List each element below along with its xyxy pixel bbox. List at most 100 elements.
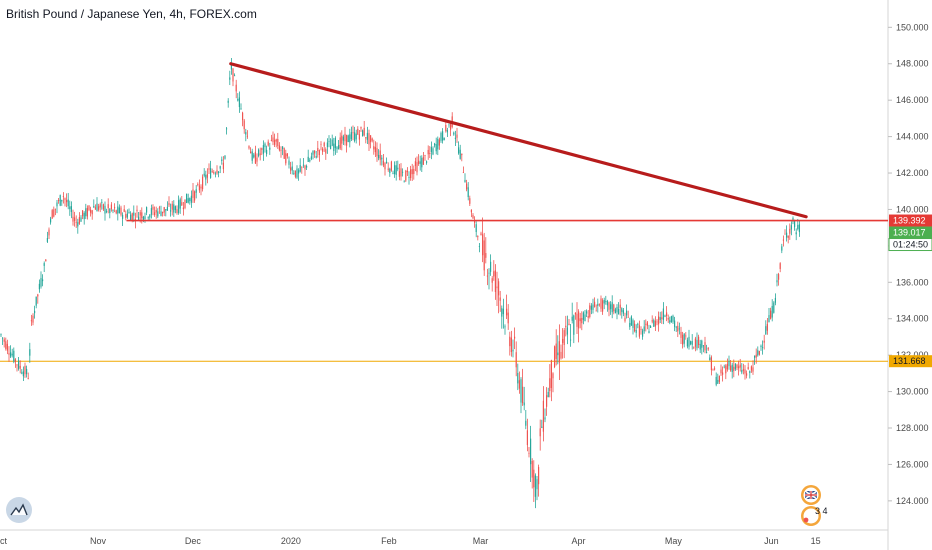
candle-body <box>110 204 112 210</box>
candle-body <box>8 353 10 355</box>
candle-body <box>766 324 768 331</box>
candle-body <box>699 343 701 350</box>
candle-body <box>384 163 386 170</box>
candle-body <box>691 341 693 345</box>
candle-body <box>709 357 711 361</box>
candle-body <box>680 332 682 338</box>
candle-body <box>363 127 365 136</box>
candle-body <box>717 379 719 384</box>
candle-body <box>330 145 332 150</box>
candle-body <box>597 303 599 307</box>
chart-badges[interactable]: 3 4 7 <box>798 484 835 528</box>
candle-body <box>304 165 306 170</box>
candle-body <box>560 351 562 359</box>
candle-body <box>221 159 223 161</box>
candle-body <box>461 153 463 156</box>
candle-body <box>509 336 511 347</box>
candle-body <box>581 317 583 324</box>
candle-body <box>56 202 58 207</box>
candle-body <box>707 347 709 350</box>
candle-body <box>677 325 679 332</box>
candle-body <box>470 209 472 213</box>
candle-body <box>165 209 167 211</box>
candle-body <box>82 210 84 217</box>
candle-body <box>142 216 144 220</box>
candle-body <box>531 460 533 478</box>
candle-body <box>638 325 640 337</box>
candle-body <box>416 162 418 173</box>
candle-body <box>243 120 245 130</box>
price-tag-label: 139.392 <box>893 216 926 226</box>
candle-body <box>66 200 68 203</box>
candle-body <box>694 338 696 347</box>
candle-body <box>653 320 655 327</box>
candle-body <box>178 200 180 213</box>
candle-body <box>314 150 316 154</box>
candle-body <box>459 149 461 159</box>
candle-body <box>208 168 210 170</box>
candle-body <box>589 305 591 317</box>
candle-body <box>533 469 535 488</box>
candle-body <box>797 224 799 229</box>
candle-body <box>758 351 760 355</box>
candle-body <box>517 372 519 384</box>
candle-body <box>611 302 613 313</box>
candle-body <box>506 308 508 316</box>
candle-body <box>664 315 666 317</box>
candle-body <box>642 330 644 337</box>
candle-body <box>176 209 178 214</box>
y-tick-label: 146.000 <box>896 95 929 105</box>
candle-body <box>230 63 232 70</box>
candle-body <box>626 310 628 316</box>
candle-body <box>83 212 85 220</box>
x-tick-label: Oct <box>0 536 7 546</box>
candle-body <box>595 310 597 312</box>
candle-body <box>496 286 498 289</box>
candle-body <box>288 160 290 165</box>
candle-body <box>11 353 13 356</box>
candle-body <box>261 148 263 150</box>
candle-body <box>357 128 359 135</box>
candle-body <box>558 341 560 363</box>
tradingview-logo-icon[interactable] <box>6 497 32 523</box>
candle-body <box>725 365 727 374</box>
candle-body <box>526 430 528 446</box>
candle-body <box>394 165 396 175</box>
candle-body <box>392 172 394 174</box>
candle-body <box>776 280 778 283</box>
candle-body <box>666 312 668 316</box>
candle-body <box>539 428 541 437</box>
candle-body <box>99 204 101 208</box>
candle-body <box>619 304 621 309</box>
candle-body <box>16 364 18 366</box>
candle-body <box>206 174 208 178</box>
candle-body <box>157 211 159 217</box>
candle-body <box>738 366 740 369</box>
candle-body <box>669 320 671 323</box>
candle-body <box>774 297 776 303</box>
price-tag-label: 01:24:50 <box>893 240 928 250</box>
candle-body <box>213 171 215 174</box>
candle-body <box>280 149 282 151</box>
price-tag-last <box>889 226 932 239</box>
candle-body <box>32 315 34 323</box>
candle-body <box>250 151 252 154</box>
candle-body <box>226 128 228 130</box>
candle-body <box>482 234 484 256</box>
candle-body <box>582 312 584 320</box>
candle-body <box>240 108 242 110</box>
candle-body <box>3 339 5 342</box>
candle-body <box>94 207 96 210</box>
candle-body <box>395 165 397 175</box>
candle-body <box>235 84 237 92</box>
candle-body <box>370 135 372 143</box>
candle-body <box>438 139 440 146</box>
candle-body <box>90 209 92 213</box>
candle-body <box>568 323 570 326</box>
candle-body <box>126 213 128 218</box>
candle-body <box>418 160 420 165</box>
x-tick-label: May <box>665 536 683 546</box>
candle-body <box>686 339 688 347</box>
candle-body <box>670 316 672 323</box>
